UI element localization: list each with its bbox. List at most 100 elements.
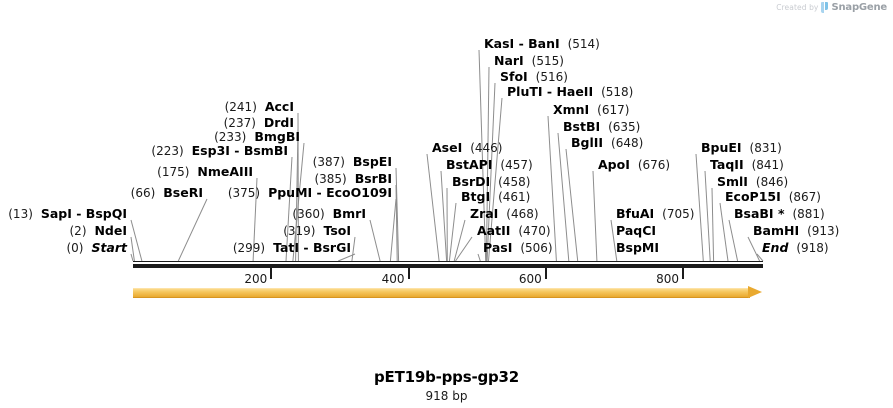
enzyme-name: BamHI [753, 223, 800, 238]
enzyme-label-apoi[interactable]: ApoI (676) [598, 158, 670, 172]
enzyme-name-separator: - [312, 185, 327, 200]
enzyme-position: (2) [69, 224, 87, 238]
enzyme-name: NdeI [94, 223, 127, 238]
enzyme-name: SapI [40, 206, 72, 221]
enzyme-position: (237) [223, 116, 256, 130]
enzyme-name: DrdI [263, 115, 294, 130]
enzyme-position: (66) [130, 186, 156, 200]
enzyme-label-aatii[interactable]: AatII (470) [477, 224, 551, 238]
enzyme-label-bspei[interactable]: (387) BspEI [0, 155, 392, 169]
enzyme-name: NmeAIII [197, 164, 253, 179]
enzyme-position: (241) [224, 100, 257, 114]
enzyme-name: Start [91, 240, 127, 255]
enzyme-name: AatII [477, 223, 511, 238]
snapgene-logo-icon [821, 2, 829, 13]
enzyme-label-nari[interactable]: NarI (515) [494, 54, 564, 68]
enzyme-name: ZraI [470, 206, 499, 221]
leader-line [389, 198, 397, 262]
enzyme-label-ecop15i[interactable]: EcoP15I (867) [725, 190, 821, 204]
enzyme-label-bsrbi[interactable]: (385) BsrBI [0, 172, 392, 186]
enzyme-label-btgi[interactable]: BtgI (461) [461, 190, 530, 204]
enzyme-label-bsabi[interactable]: BsaBI * (881) [734, 207, 825, 221]
enzyme-label-sapi[interactable]: (13) SapI - BspQI [0, 207, 127, 221]
enzyme-name: KasI [484, 36, 515, 51]
axis-tick [407, 268, 410, 279]
enzyme-name-separator: - [71, 206, 86, 221]
enzyme-position: (461) [498, 190, 531, 204]
enzyme-label-bglii[interactable]: BglII (648) [571, 136, 643, 150]
enzyme-label-acci[interactable]: (241) AccI [0, 100, 294, 114]
enzyme-label-paqci[interactable]: PaqCI [616, 224, 656, 237]
enzyme-name: BtgI [461, 189, 491, 204]
leader-line [395, 184, 398, 262]
enzyme-label-bfuai[interactable]: BfuAI (705) [616, 207, 694, 221]
enzyme-position: (387) [312, 155, 345, 169]
enzyme-name: XmnI [553, 102, 590, 117]
leader-line [756, 253, 764, 262]
enzyme-name: HaeII [556, 84, 594, 99]
orf-arrow-head [748, 286, 762, 298]
enzyme-label-bamhi[interactable]: BamHI (913) [753, 224, 839, 238]
enzyme-label-pasi[interactable]: PasI (506) [483, 241, 553, 255]
enzyme-name: PluTI [507, 84, 543, 99]
enzyme-label-tati[interactable]: (299) TatI - BsrGI [0, 241, 351, 255]
enzyme-label-start[interactable]: (0) Start [0, 241, 127, 255]
enzyme-label-bspmi[interactable]: BspMI [616, 241, 659, 254]
enzyme-name: EcoO109I [326, 185, 392, 200]
enzyme-label-zrai[interactable]: ZraI (468) [470, 207, 539, 221]
enzyme-position: (468) [506, 207, 539, 221]
enzyme-position: (881) [792, 207, 825, 221]
enzyme-name: SmlI [717, 174, 748, 189]
enzyme-name: TatI [273, 240, 300, 255]
enzyme-name: TaqII [710, 157, 744, 172]
enzyme-label-tsoi[interactable]: (319) TsoI [0, 224, 351, 238]
enzyme-label-esp3i[interactable]: (223) Esp3I - BsmBI [0, 144, 288, 158]
enzyme-label-ppumi[interactable]: (375) PpuMI - EcoO109I [0, 186, 392, 200]
page-title: pET19b-pps-gp32 [373, 368, 520, 386]
enzyme-position: (648) [611, 136, 644, 150]
enzyme-label-bstbi[interactable]: BstBI (635) [563, 120, 640, 134]
enzyme-name: BsaBI [734, 206, 774, 221]
leader-line [338, 253, 356, 262]
enzyme-position: (375) [227, 186, 261, 200]
leader-line [565, 148, 579, 262]
enzyme-position: (635) [608, 120, 641, 134]
enzyme-label-smli[interactable]: SmlI (846) [717, 175, 788, 189]
enzyme-position: (846) [755, 175, 789, 189]
enzyme-name: BfuAI [616, 206, 655, 221]
enzyme-position: (385) [314, 172, 347, 186]
sequence-backbone [133, 264, 763, 268]
enzyme-label-bstapi[interactable]: BstAPI (457) [446, 158, 533, 172]
enzyme-label-drdi[interactable]: (237) DrdI [0, 116, 294, 130]
enzyme-name: PaqCI [616, 223, 657, 238]
enzyme-label-bmri[interactable]: (360) BmrI [0, 207, 366, 221]
enzyme-label-asei[interactable]: AseI (446) [432, 141, 502, 155]
enzyme-position: (617) [597, 103, 630, 117]
enzyme-position: (514) [567, 37, 600, 51]
axis-tick-label: 200 [244, 272, 268, 286]
enzyme-position: (457) [500, 158, 533, 172]
enzyme-label-bpuei[interactable]: BpuEI (831) [701, 141, 782, 155]
orf-arrow[interactable] [133, 286, 763, 298]
enzyme-name: BanI [528, 36, 560, 51]
enzyme-label-pluti[interactable]: PluTI - HaeII (518) [507, 85, 633, 99]
enzyme-position: (705) [662, 207, 695, 221]
enzyme-name: TsoI [323, 223, 351, 238]
enzyme-label-taqii[interactable]: TaqII (841) [710, 158, 784, 172]
leader-line [719, 202, 729, 262]
enzyme-label-bsrdi[interactable]: BsrDI (458) [452, 175, 530, 189]
enzyme-label-xmni[interactable]: XmnI (617) [553, 103, 629, 117]
enzyme-position: (918) [796, 241, 829, 255]
enzyme-label-bseri[interactable]: (66) BseRI [0, 186, 203, 200]
enzyme-label-ndei[interactable]: (2) NdeI [0, 223, 128, 238]
leader-line [747, 236, 761, 262]
enzyme-name: BspEI [352, 154, 392, 169]
enzyme-name: End [762, 240, 789, 255]
enzyme-label-bmgbi[interactable]: (233) BmgBI [0, 130, 300, 144]
enzyme-label-kasi[interactable]: KasI - BanI (514) [484, 37, 600, 51]
enzyme-label-sfoi[interactable]: SfoI (516) [500, 70, 568, 84]
enzyme-label-nmeaiii[interactable]: (175) NmeAIII [0, 165, 253, 179]
enzyme-position: (506) [520, 241, 553, 255]
enzyme-label-end[interactable]: End (918) [762, 241, 829, 255]
